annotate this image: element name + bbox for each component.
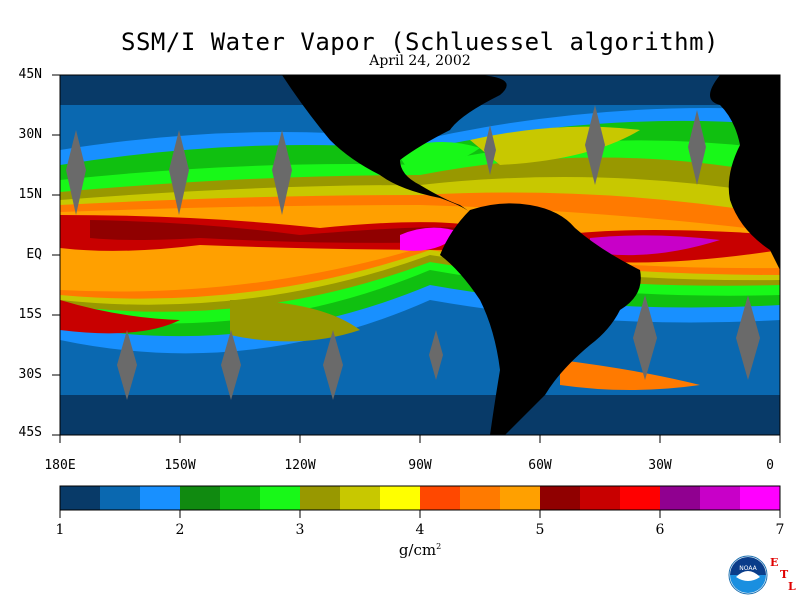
- map-date: April 24, 2002: [369, 53, 471, 69]
- colorbar-swatch: [620, 486, 661, 510]
- lon-label-180e: 180E: [44, 458, 76, 473]
- colorbar-swatch: [460, 486, 501, 510]
- unit-exponent: 2: [436, 542, 442, 551]
- colorbar-label-4: 4: [415, 522, 425, 538]
- lat-label-15s: 15S: [18, 307, 42, 322]
- colorbar-swatch: [580, 486, 621, 510]
- map-title: SSM/I Water Vapor (Schluessel algorithm): [121, 28, 719, 56]
- lat-label-15n: 15N: [18, 187, 42, 202]
- colorbar-swatch: [660, 486, 701, 510]
- colorbar-swatch: [540, 486, 581, 510]
- lat-label-45s: 45S: [18, 425, 42, 440]
- colorbar-swatch: [180, 486, 221, 510]
- colorbar-label-5: 5: [535, 522, 545, 538]
- colorbar-label-3: 3: [295, 522, 305, 538]
- logo-letter-l: L: [788, 580, 796, 593]
- colorbar-swatch: [380, 486, 421, 510]
- colorbar-swatch: [740, 486, 781, 510]
- colorbar-swatch: [220, 486, 261, 510]
- colorbar-swatch: [340, 486, 381, 510]
- land-mask: [282, 75, 780, 435]
- colorbar-label-2: 2: [175, 522, 185, 538]
- colorbar-label-1: 1: [55, 522, 65, 538]
- logo-letter-e: E: [770, 556, 779, 569]
- colorbar-swatch: [420, 486, 461, 510]
- logo-letter-t: T: [780, 568, 789, 581]
- colorbar-swatch: [500, 486, 541, 510]
- lon-label-150w: 150W: [164, 458, 196, 473]
- colorbar-label-6: 6: [655, 522, 665, 538]
- colorbar: [60, 486, 781, 510]
- lon-label-30w: 30W: [648, 458, 672, 473]
- colorbar-swatch: [140, 486, 181, 510]
- logo-text: NOAA: [739, 565, 757, 572]
- colorbar-label-7: 7: [775, 522, 785, 538]
- lon-label-60w: 60W: [528, 458, 552, 473]
- colorbar-swatch: [300, 486, 341, 510]
- lon-label-120w: 120W: [284, 458, 316, 473]
- lat-label-30s: 30S: [18, 367, 42, 382]
- noaa-logo-icon: NOAA: [728, 555, 768, 595]
- lat-label-eq: EQ: [26, 247, 42, 262]
- colorbar-swatch: [60, 486, 101, 510]
- colorbar-unit: g/cm2: [380, 541, 460, 559]
- unit-text: g/cm: [398, 541, 437, 559]
- colorbar-swatch: [100, 486, 141, 510]
- colorbar-swatch: [700, 486, 741, 510]
- swath-gaps: [66, 105, 760, 400]
- lon-label-90w: 90W: [408, 458, 432, 473]
- colorbar-ticks: [59, 510, 781, 518]
- lat-label-45n: 45N: [18, 67, 42, 82]
- colorbar-swatch: [260, 486, 301, 510]
- axis-ticks: [52, 74, 781, 443]
- lon-label-0: 0: [766, 458, 774, 473]
- lat-label-30n: 30N: [18, 127, 42, 142]
